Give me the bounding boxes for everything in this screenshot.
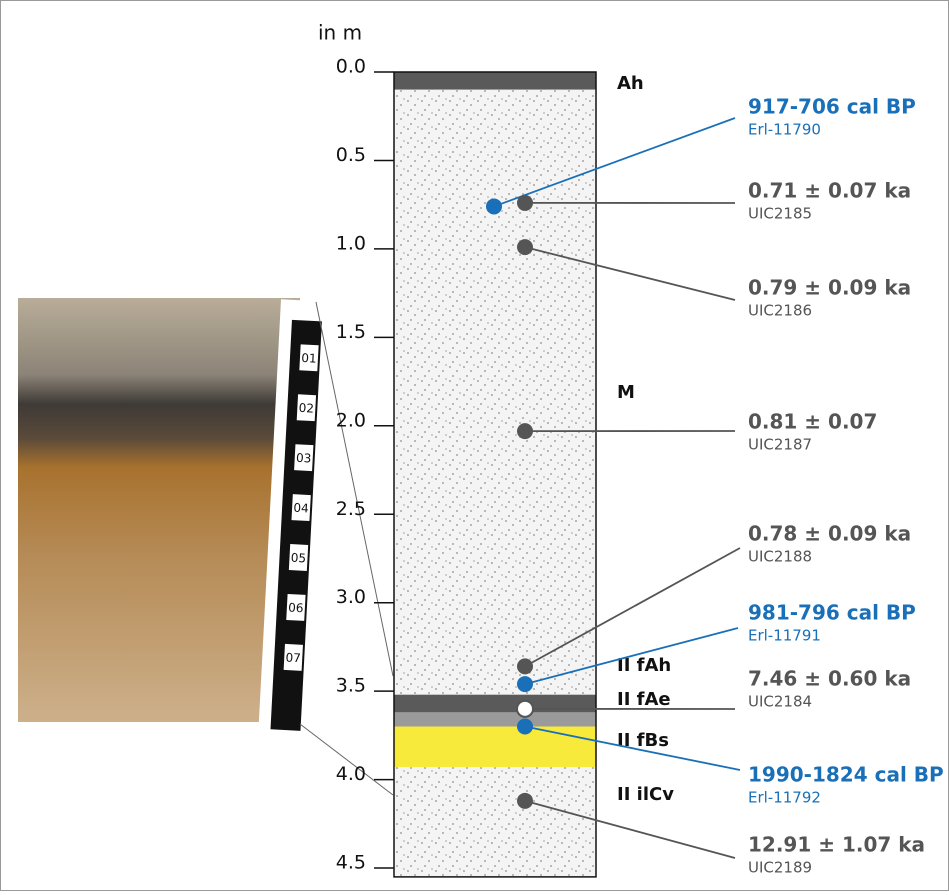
tick-label: 1.0 — [336, 232, 366, 254]
sample-code: UIC2189 — [748, 859, 812, 877]
ruler-label: 05 — [291, 551, 307, 566]
ruler-label: 01 — [301, 351, 317, 366]
axis-label: in m — [318, 21, 362, 45]
texture — [394, 767, 596, 877]
sample-code: Erl-11791 — [748, 627, 821, 645]
sample-code: UIC2186 — [748, 302, 812, 320]
horizon-label: II ilCv — [617, 784, 674, 805]
tick-label: 2.0 — [336, 409, 366, 431]
tick-label: 0.5 — [336, 144, 366, 166]
sample-point — [486, 198, 502, 214]
ruler-label: 03 — [296, 451, 312, 466]
sample-label: 917-706 cal BP — [748, 95, 916, 119]
sample-point — [517, 239, 533, 255]
sample-label: 0.81 ± 0.07 — [748, 410, 877, 434]
ruler-label: 02 — [298, 401, 314, 416]
ruler-label: 06 — [288, 601, 304, 616]
tick-label: 2.5 — [336, 498, 366, 520]
connector — [316, 302, 393, 676]
sample-code: Erl-11790 — [748, 121, 821, 139]
sample-code: UIC2185 — [748, 205, 812, 223]
tick-label: 4.0 — [336, 763, 366, 785]
tick-label: 1.5 — [336, 321, 366, 343]
horizon-label: M — [617, 382, 635, 403]
horizon — [394, 712, 596, 726]
tick-label: 4.5 — [336, 852, 366, 874]
sample-code: UIC2188 — [748, 548, 812, 566]
horizon-label: Ah — [617, 73, 644, 94]
sample-point — [517, 676, 533, 692]
sample-point — [517, 719, 533, 735]
horizon — [394, 72, 596, 90]
sample-point — [517, 793, 533, 809]
sample-code: UIC2184 — [748, 693, 812, 711]
ruler-label: 07 — [285, 650, 301, 665]
sample-label: 0.79 ± 0.09 ka — [748, 276, 911, 300]
sample-point — [517, 701, 533, 717]
sample-point — [517, 195, 533, 211]
tick-label: 0.0 — [336, 56, 366, 78]
photo — [18, 298, 300, 722]
tick-label: 3.5 — [336, 675, 366, 697]
horizon-label: II fBs — [617, 730, 669, 751]
sample-label: 7.46 ± 0.60 ka — [748, 667, 911, 691]
sample-code: UIC2187 — [748, 436, 812, 454]
sample-label: 981-796 cal BP — [748, 601, 916, 625]
sample-point — [517, 658, 533, 674]
sample-label: 12.91 ± 1.07 ka — [748, 833, 925, 857]
tick-label: 3.0 — [336, 586, 366, 608]
ruler-label: 04 — [293, 501, 309, 516]
sample-label: 0.71 ± 0.07 ka — [748, 179, 911, 203]
sample-label: 0.78 ± 0.09 ka — [748, 522, 911, 546]
horizon — [394, 727, 596, 768]
sample-label: 1990-1824 cal BP — [748, 763, 944, 787]
figure: 01020304050607 in m AhMII fAhII fAeII fB… — [0, 0, 949, 891]
sample-point — [517, 423, 533, 439]
horizon-label: II fAe — [617, 689, 671, 710]
sample-code: Erl-11792 — [748, 789, 821, 807]
